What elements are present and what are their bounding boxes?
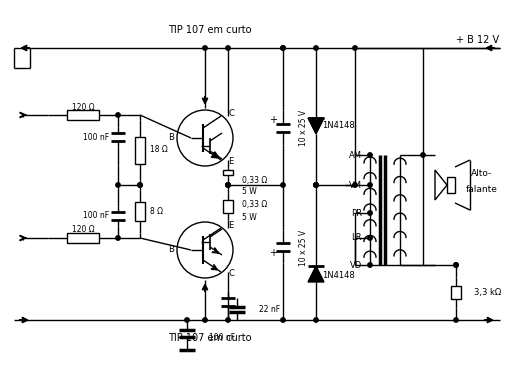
Bar xyxy=(135,137,145,164)
Circle shape xyxy=(368,183,372,187)
Text: 10 x 25 V: 10 x 25 V xyxy=(299,110,308,146)
Text: VM: VM xyxy=(349,181,362,189)
Text: PR: PR xyxy=(351,208,362,218)
Circle shape xyxy=(138,183,142,187)
Text: 18 Ω: 18 Ω xyxy=(150,145,168,155)
Circle shape xyxy=(314,318,318,322)
Text: 8 Ω: 8 Ω xyxy=(150,207,163,216)
Circle shape xyxy=(116,113,120,117)
Text: 3,3 kΩ: 3,3 kΩ xyxy=(474,288,501,297)
Polygon shape xyxy=(308,118,324,134)
Bar xyxy=(67,233,99,243)
Text: E: E xyxy=(228,157,233,167)
Circle shape xyxy=(185,318,189,322)
Text: 5 W: 5 W xyxy=(242,188,257,196)
Text: AM: AM xyxy=(349,150,362,160)
Circle shape xyxy=(353,183,357,187)
Text: C: C xyxy=(228,269,234,279)
Circle shape xyxy=(368,263,372,267)
Circle shape xyxy=(368,211,372,215)
Polygon shape xyxy=(308,266,324,282)
Circle shape xyxy=(226,183,230,187)
Text: B: B xyxy=(168,246,174,254)
Circle shape xyxy=(314,183,318,187)
Text: Alto-: Alto- xyxy=(471,168,492,178)
Bar xyxy=(67,110,99,120)
Text: B: B xyxy=(168,134,174,142)
Bar xyxy=(447,177,455,193)
Text: + B 12 V: + B 12 V xyxy=(457,35,500,45)
Text: +: + xyxy=(269,115,277,125)
Text: 1N4148: 1N4148 xyxy=(322,272,354,280)
Circle shape xyxy=(226,46,230,50)
Circle shape xyxy=(281,46,285,50)
Circle shape xyxy=(203,318,207,322)
Bar xyxy=(223,200,233,212)
Circle shape xyxy=(314,183,318,187)
Circle shape xyxy=(281,318,285,322)
Circle shape xyxy=(116,183,120,187)
Bar xyxy=(451,286,461,299)
Circle shape xyxy=(226,183,230,187)
Circle shape xyxy=(203,46,207,50)
Text: 100 nF: 100 nF xyxy=(83,211,109,221)
Text: 5 W: 5 W xyxy=(242,212,257,222)
Bar xyxy=(135,202,145,221)
Text: E: E xyxy=(228,222,233,230)
Circle shape xyxy=(226,183,230,187)
Circle shape xyxy=(368,236,372,240)
Circle shape xyxy=(116,236,120,240)
Text: C: C xyxy=(228,109,234,119)
Circle shape xyxy=(454,318,458,322)
Circle shape xyxy=(421,153,425,157)
Text: LR: LR xyxy=(352,233,362,243)
Circle shape xyxy=(454,263,458,267)
Text: falante: falante xyxy=(466,185,498,193)
Circle shape xyxy=(314,46,318,50)
Text: TIP 107 em curto: TIP 107 em curto xyxy=(168,333,252,343)
Circle shape xyxy=(226,318,230,322)
Text: 22 nF: 22 nF xyxy=(259,305,280,315)
Text: 100 nF: 100 nF xyxy=(83,132,109,142)
Circle shape xyxy=(454,263,458,267)
Text: 100 nF: 100 nF xyxy=(209,334,235,342)
Text: 10 x 25 V: 10 x 25 V xyxy=(299,230,308,266)
Text: VD: VD xyxy=(350,261,362,269)
Text: 1N4148: 1N4148 xyxy=(322,120,354,130)
Text: 0,33 Ω: 0,33 Ω xyxy=(242,175,267,185)
Circle shape xyxy=(138,183,142,187)
Text: 120 Ω: 120 Ω xyxy=(72,225,94,235)
Text: TIP 107 em curto: TIP 107 em curto xyxy=(168,25,252,35)
Circle shape xyxy=(314,183,318,187)
Text: +: + xyxy=(269,248,277,258)
Circle shape xyxy=(353,46,357,50)
Bar xyxy=(223,171,233,175)
Text: 120 Ω: 120 Ω xyxy=(72,102,94,112)
Circle shape xyxy=(281,183,285,187)
Circle shape xyxy=(281,46,285,50)
Text: 0,33 Ω: 0,33 Ω xyxy=(242,200,267,210)
Circle shape xyxy=(368,153,372,157)
